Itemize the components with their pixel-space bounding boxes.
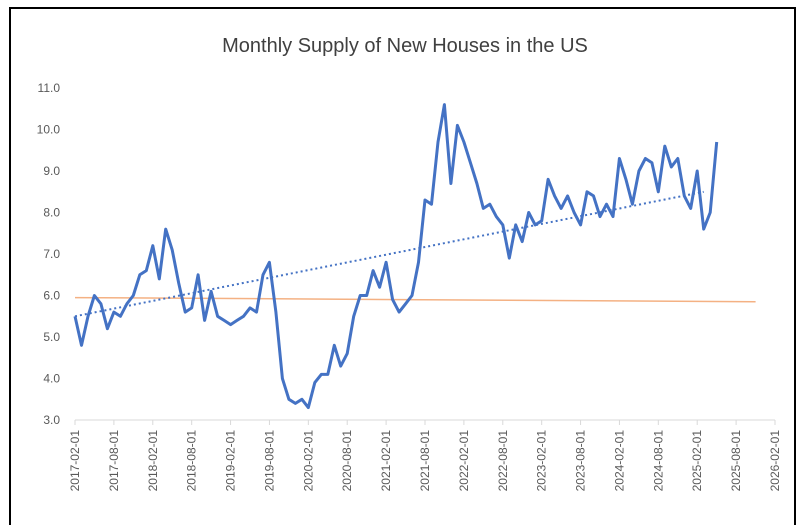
x-tick-label: 2020-02-01 [301,430,315,492]
x-tick-label: 2024-02-01 [612,430,626,492]
x-tick-label: 2021-08-01 [418,430,432,492]
x-tick-label: 2021-02-01 [379,430,393,492]
y-tick-label: 5.0 [43,330,60,344]
x-tick-label: 2022-02-01 [457,430,471,492]
x-tick-label: 2025-08-01 [729,430,743,492]
trend-line [74,190,704,318]
x-tick-label: 2017-02-01 [68,430,82,492]
x-tick-label: 2026-02-01 [768,430,782,492]
x-tick-label: 2023-08-01 [574,430,588,492]
x-tick-label: 2019-08-01 [262,430,276,492]
x-tick-label: 2018-02-01 [146,430,160,492]
y-tick-label: 4.0 [43,372,60,386]
chart-frame [9,7,796,525]
x-tick-label: 2022-08-01 [496,430,510,492]
x-tick-label: 2019-02-01 [224,430,238,492]
y-tick-label: 11.0 [38,81,61,95]
x-tick-label: 2023-02-01 [535,430,549,492]
y-tick-label: 9.0 [43,164,60,178]
x-tick-label: 2020-08-01 [340,430,354,492]
chart-title: Monthly Supply of New Houses in the US [222,35,588,57]
y-tick-label: 6.0 [43,289,60,303]
y-tick-label: 7.0 [43,247,60,261]
x-tick-label: 2017-08-01 [107,430,121,492]
y-tick-label: 10.0 [37,123,61,137]
y-tick-label: 3.0 [43,413,60,427]
x-tick-label: 2018-08-01 [185,430,199,492]
data-line [73,103,719,410]
y-tick-label: 8.0 [43,206,60,220]
x-tick-label: 2025-02-01 [690,430,704,492]
data-line [74,296,756,303]
x-tick-label: 2024-08-01 [651,430,665,492]
